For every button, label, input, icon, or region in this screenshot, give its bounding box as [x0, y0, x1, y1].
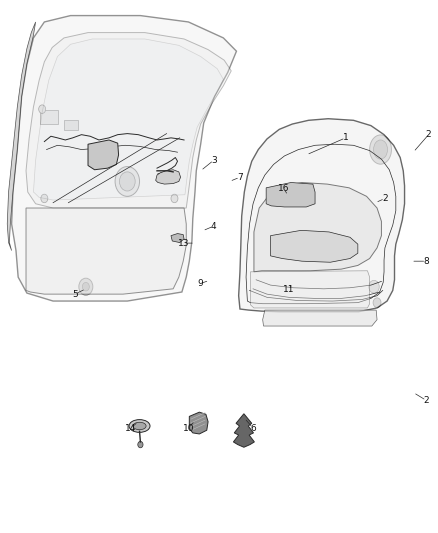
Circle shape — [369, 280, 379, 293]
Text: 2: 2 — [426, 130, 431, 139]
Text: 11: 11 — [283, 285, 295, 294]
Text: 3: 3 — [211, 156, 217, 165]
Ellipse shape — [129, 419, 150, 432]
Polygon shape — [271, 230, 358, 262]
Polygon shape — [189, 412, 208, 434]
Text: 7: 7 — [237, 173, 243, 182]
Text: 2: 2 — [382, 194, 388, 203]
Circle shape — [39, 105, 46, 114]
Circle shape — [79, 278, 93, 295]
Circle shape — [115, 166, 140, 196]
Polygon shape — [251, 271, 370, 308]
Text: 6: 6 — [250, 424, 256, 433]
Text: 10: 10 — [183, 424, 194, 433]
Text: 16: 16 — [278, 184, 290, 193]
Circle shape — [82, 282, 89, 291]
Text: 14: 14 — [125, 424, 137, 433]
Text: 8: 8 — [424, 257, 429, 265]
Polygon shape — [254, 182, 381, 272]
Polygon shape — [266, 182, 315, 207]
Ellipse shape — [374, 140, 388, 159]
Polygon shape — [88, 140, 119, 169]
FancyBboxPatch shape — [40, 110, 58, 124]
FancyBboxPatch shape — [282, 190, 290, 202]
Ellipse shape — [133, 422, 146, 430]
Circle shape — [138, 441, 143, 448]
Text: 9: 9 — [198, 279, 204, 288]
Polygon shape — [33, 39, 223, 200]
Polygon shape — [171, 233, 184, 243]
FancyBboxPatch shape — [293, 190, 302, 202]
Polygon shape — [7, 22, 35, 251]
Polygon shape — [26, 33, 231, 208]
Polygon shape — [263, 310, 377, 326]
Circle shape — [120, 172, 135, 191]
FancyBboxPatch shape — [271, 190, 280, 202]
Text: 2: 2 — [424, 396, 429, 405]
Polygon shape — [155, 169, 180, 184]
Text: 13: 13 — [178, 239, 190, 248]
Circle shape — [373, 298, 381, 308]
FancyBboxPatch shape — [64, 120, 78, 131]
Text: 5: 5 — [72, 289, 78, 298]
Text: 4: 4 — [211, 222, 216, 231]
Ellipse shape — [370, 135, 392, 164]
Polygon shape — [233, 414, 254, 447]
Text: 1: 1 — [343, 133, 349, 142]
Circle shape — [171, 194, 178, 203]
Polygon shape — [239, 119, 405, 312]
Polygon shape — [12, 15, 237, 301]
FancyBboxPatch shape — [305, 190, 314, 202]
Circle shape — [41, 194, 48, 203]
Polygon shape — [26, 208, 186, 294]
